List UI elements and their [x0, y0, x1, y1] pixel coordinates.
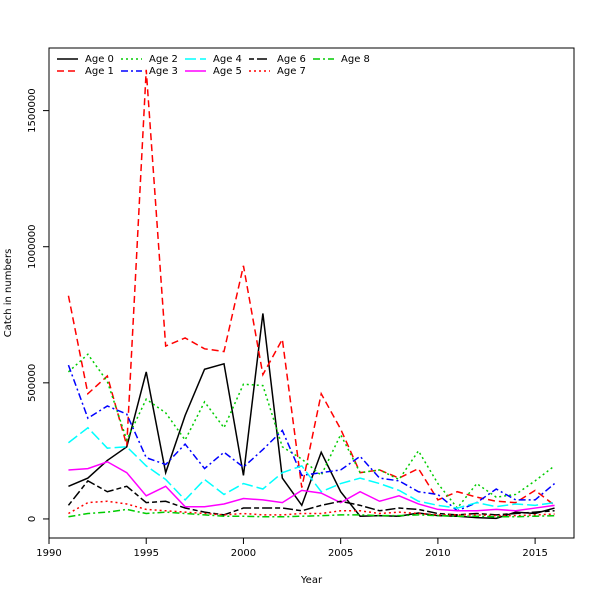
series-line-age-4 [67, 426, 555, 509]
y-tick-label: 0 [27, 516, 38, 522]
y-tick-label: 1000000 [27, 224, 38, 269]
x-axis: 1990 1995 2000 2005 2010 2015 [36, 538, 548, 559]
x-tick-label: 2000 [231, 548, 256, 559]
x-tick-label: 2010 [425, 548, 450, 559]
legend-label: Age 5 [213, 66, 242, 77]
legend-label: Age 8 [341, 54, 370, 65]
series-line-age-5 [68, 460, 555, 512]
y-axis: 0 500000 1000000 1500000 [27, 88, 49, 522]
plot-lines [67, 69, 556, 520]
legend-label: Age 6 [277, 54, 306, 65]
plot-frame [48, 47, 575, 539]
legend-label: Age 4 [213, 54, 242, 65]
y-axis-title: Catch in numbers [3, 249, 14, 338]
legend-label: Age 0 [85, 54, 114, 65]
legend-label: Age 1 [85, 66, 114, 77]
series-line-age-6 [67, 479, 555, 516]
y-tick-label: 1500000 [27, 88, 38, 133]
legend-label: Age 3 [149, 66, 178, 77]
x-tick-label: 1995 [133, 548, 158, 559]
series-line-age-2 [67, 353, 556, 510]
series-line-age-3 [67, 364, 556, 512]
legend-label: Age 7 [277, 66, 306, 77]
x-tick-label: 2015 [522, 548, 547, 559]
x-tick-label: 2005 [328, 548, 353, 559]
series-line-age-8 [68, 508, 555, 518]
x-axis-title: Year [300, 575, 323, 586]
legend-label: Age 2 [149, 54, 178, 65]
x-tick-label: 1990 [36, 548, 61, 559]
y-tick-label: 500000 [27, 364, 38, 402]
series-line-age-1 [67, 69, 556, 506]
